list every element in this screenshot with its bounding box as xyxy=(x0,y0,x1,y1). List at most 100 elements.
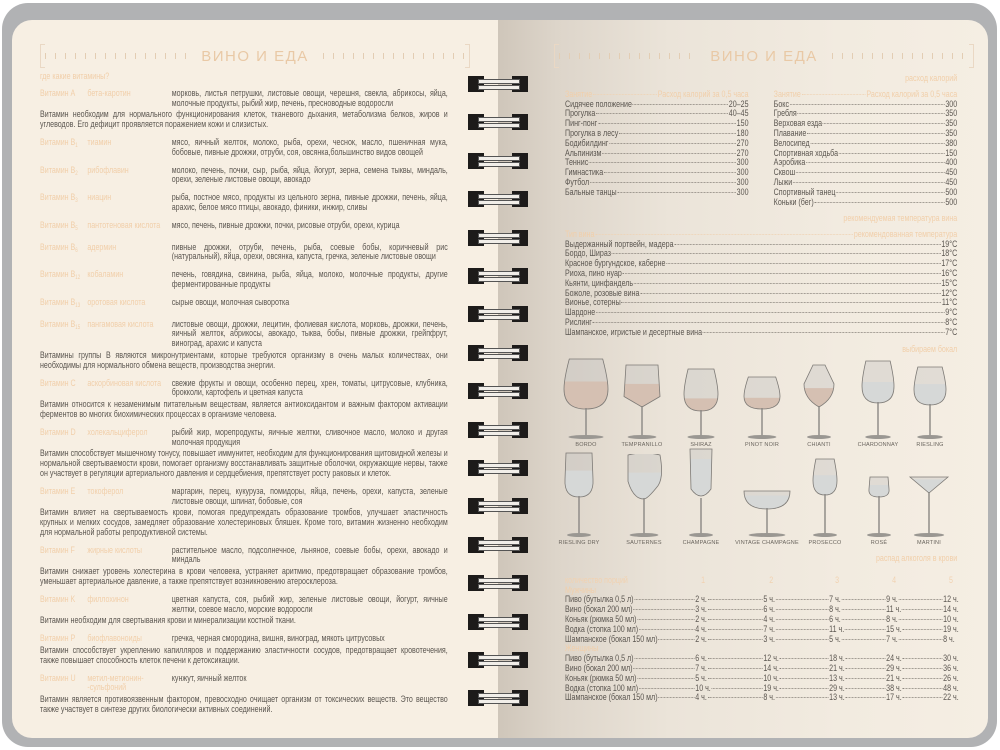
calories-row: Спортивный танец 500 xyxy=(774,187,958,198)
dot-leader xyxy=(792,181,945,183)
vitamin-foods: свежие фрукты и овощи, особенно перец, х… xyxy=(171,377,448,399)
dot-leader xyxy=(707,658,763,660)
vitamin-row: Витамин B15 пангамовая кислота листовые ов… xyxy=(40,319,448,349)
glass-foot xyxy=(747,435,777,439)
ring-wire xyxy=(478,661,520,666)
vitamin-description: Витамин необходим для свертывания крови … xyxy=(40,615,296,627)
wine-glass: SHIRAZ xyxy=(680,368,722,448)
glass-bowl xyxy=(908,476,950,494)
dot-leader xyxy=(658,638,695,640)
glass-illustration xyxy=(743,376,781,439)
wine-glass: CHAMPAGNE xyxy=(682,448,720,546)
alcohol-row: Пиво (бутылка 0,5 л) 6 ч. 12 ч. 18 ч. 24 ч. 3… xyxy=(565,654,959,664)
hours-cell: 6 ч. xyxy=(763,605,829,615)
ring-wire xyxy=(478,238,520,244)
hours-value: 22 ч. xyxy=(943,692,959,704)
hours-cell: 29 ч. xyxy=(829,683,886,694)
hours-cell: 12 ч. xyxy=(943,595,959,605)
vitamin-name: Витамин B3 xyxy=(40,193,87,213)
glass-illustration xyxy=(913,366,947,439)
dot-leader xyxy=(775,628,829,630)
portion-number: 2 xyxy=(769,574,774,586)
hours-cell: 24 ч. xyxy=(886,654,943,664)
hours-value: 7 ч. xyxy=(829,594,841,606)
vitamin-letter: Витамин K xyxy=(40,593,76,605)
portion-number-cell: 1 xyxy=(695,574,763,586)
vitamin-description: Витамины группы B являются микронутриент… xyxy=(40,349,448,371)
calories-row: Футбол 300 xyxy=(565,178,749,188)
hours-cell: 6 ч. xyxy=(695,654,763,664)
vitamin-description: Витамин относится к незаменимым питатель… xyxy=(40,399,448,420)
temperature-row-value: 12°C xyxy=(941,287,958,299)
calories-row: Бальные танцы 300 xyxy=(565,187,749,198)
dot-leader xyxy=(836,191,945,193)
hours-cell: 8 ч. xyxy=(886,615,943,625)
vitamin-entry: Витамин B12 кобаламин печень, говядина, св… xyxy=(40,270,448,290)
glass-foot xyxy=(867,533,891,537)
vitamin-letter: Витамин C xyxy=(40,377,76,389)
vitamin-description: Витамин необходим для нормального функци… xyxy=(40,109,448,131)
glass-bowl xyxy=(564,452,594,498)
portion-number-cell: 3 xyxy=(829,575,886,586)
drink-cell: Водка (стопка 100 мл) xyxy=(565,683,695,694)
temperature-row: Шардоне 9°C xyxy=(565,308,957,318)
hours-value: 4 ч. xyxy=(695,623,707,635)
spiral-ring xyxy=(468,229,528,247)
dot-leader xyxy=(795,172,945,174)
hours-cell: 36 ч. xyxy=(943,664,959,674)
temperature-row: Кьянти, цинфандель 15°C xyxy=(565,278,957,289)
vitamin-foods: рыба, постное мясо, продукты из цельного… xyxy=(171,192,448,213)
drink-name: Вино (бокал 200 мл) xyxy=(565,604,633,616)
hours-value: 3 ч. xyxy=(695,604,707,616)
portions-label-cell: количество порций xyxy=(565,575,695,586)
dot-leader xyxy=(779,667,829,669)
spiral-ring xyxy=(468,690,528,707)
glass-foot xyxy=(689,533,713,537)
wine-temperature-section: рекомендуемая температура вина Тип вина р… xyxy=(565,214,957,338)
dot-leader xyxy=(707,618,763,620)
wine-fill xyxy=(862,382,894,403)
group-label: Женщины xyxy=(565,643,599,655)
hours-value: 5 ч. xyxy=(695,672,707,684)
vitamin-compound: бета-каротин xyxy=(87,87,131,99)
ring-wire xyxy=(478,271,520,276)
portion-number: 1 xyxy=(701,574,706,586)
vitamin-compound: метил-метионин- -сульфоний xyxy=(87,672,144,694)
hours-value: 4 ч. xyxy=(763,613,775,625)
hours-cell: 7 ч. xyxy=(695,664,763,674)
hours-cell: 15 ч. xyxy=(886,624,943,635)
wine-glass: CHIANTI xyxy=(800,364,838,448)
vitamin-row: Витамин E токоферол маргарин, перец, кукур… xyxy=(40,486,448,507)
calories-row-label: Прогулка xyxy=(565,108,596,120)
calories-row-label: Бодибилдинг xyxy=(565,137,609,149)
bracket-right xyxy=(465,44,471,68)
dot-leader xyxy=(822,123,945,125)
wine-glass: MARTINI xyxy=(906,476,952,546)
group-label: Мужчины xyxy=(565,584,596,596)
drink-name: Пиво (бутылка 0,5 л) xyxy=(565,594,634,606)
vitamin-foods: гречка, черная смородина, вишня, виногра… xyxy=(171,633,385,645)
calories-header-value: Расход калорий за 0,5 часа xyxy=(657,88,749,100)
vitamin-entry: Витамин B1 тиамин мясо, яичный желток, мол… xyxy=(40,138,448,158)
dot-leader xyxy=(589,181,736,183)
spiral-ring xyxy=(468,575,528,592)
vitamin-letter: Витамин D xyxy=(40,426,76,438)
vitamin-name: Витамин K xyxy=(40,593,87,615)
calories-row-label: Пинг-понг xyxy=(565,118,598,130)
temperature-row-value: 18°C xyxy=(941,248,958,260)
calories-table-left: Занятие Расход калорий за 0,5 часа Сидячее… xyxy=(565,88,749,208)
hours-cell: 7 ч. xyxy=(886,634,943,645)
hours-value: 6 ч. xyxy=(695,653,707,665)
spiral-ring xyxy=(468,152,528,170)
drink-cell: Вино (бокал 200 мл) xyxy=(565,664,695,674)
temperature-row-label: Красное бургундское, каберне xyxy=(565,258,666,270)
vitamin-row: Витамин B6 адермин пивные дрожжи, отруби, … xyxy=(40,242,448,263)
calories-row-value: 180 xyxy=(736,127,749,139)
vitamin-name: Витамин P xyxy=(40,634,87,644)
dot-leader xyxy=(801,93,866,95)
hours-cell: 17 ч. xyxy=(886,693,943,703)
glass-foot xyxy=(865,435,891,439)
dot-leader xyxy=(602,152,736,154)
hours-cell: 8 ч. xyxy=(829,605,886,615)
vitamin-compound: аскорбиновая кислота xyxy=(87,377,162,389)
